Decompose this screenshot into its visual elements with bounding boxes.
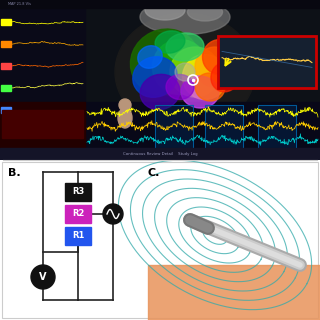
Bar	[0, 148, 320, 160]
Bar	[85, 102, 320, 150]
Text: C.: C.	[148, 168, 160, 178]
Text: V: V	[39, 272, 47, 282]
Ellipse shape	[133, 57, 177, 97]
Text: R3: R3	[72, 188, 84, 196]
Ellipse shape	[145, 0, 185, 20]
Text: Continuous Review Detail    Study Log: Continuous Review Detail Study Log	[123, 152, 197, 156]
Bar	[0, 102, 85, 150]
Ellipse shape	[140, 74, 180, 110]
Bar	[1, 63, 11, 69]
Text: R2: R2	[72, 210, 84, 219]
Text: R1: R1	[72, 231, 84, 241]
Ellipse shape	[175, 63, 195, 81]
Ellipse shape	[166, 75, 194, 100]
Ellipse shape	[140, 0, 230, 35]
Bar	[1, 19, 11, 25]
Ellipse shape	[211, 62, 239, 92]
Ellipse shape	[166, 33, 204, 61]
Circle shape	[103, 204, 123, 224]
Ellipse shape	[195, 47, 235, 87]
Ellipse shape	[203, 39, 237, 75]
Bar	[155, 105, 193, 149]
Bar	[258, 105, 296, 149]
Ellipse shape	[182, 54, 228, 100]
Bar	[1, 107, 11, 113]
Ellipse shape	[170, 47, 220, 97]
Circle shape	[119, 99, 131, 111]
Ellipse shape	[153, 39, 207, 94]
Bar	[258, 105, 296, 149]
Bar	[1, 41, 11, 47]
Text: MAP 21.8 V/s: MAP 21.8 V/s	[8, 2, 31, 6]
Bar	[205, 105, 243, 149]
Bar	[1, 85, 11, 91]
Bar	[218, 36, 316, 88]
FancyBboxPatch shape	[65, 183, 91, 201]
Ellipse shape	[115, 13, 255, 131]
Bar	[218, 36, 316, 88]
Ellipse shape	[181, 76, 219, 108]
Ellipse shape	[155, 31, 185, 53]
Bar	[0, 0, 85, 160]
Ellipse shape	[138, 46, 162, 68]
Ellipse shape	[195, 73, 225, 101]
FancyBboxPatch shape	[65, 227, 91, 245]
Bar	[2, 110, 83, 138]
Ellipse shape	[131, 29, 200, 95]
Text: B.: B.	[8, 168, 20, 178]
Ellipse shape	[118, 108, 132, 128]
Bar	[0, 0, 320, 8]
Polygon shape	[148, 265, 320, 320]
Bar	[155, 105, 193, 149]
FancyBboxPatch shape	[65, 205, 91, 223]
Ellipse shape	[188, 3, 222, 21]
Bar	[205, 105, 243, 149]
Circle shape	[31, 265, 55, 289]
